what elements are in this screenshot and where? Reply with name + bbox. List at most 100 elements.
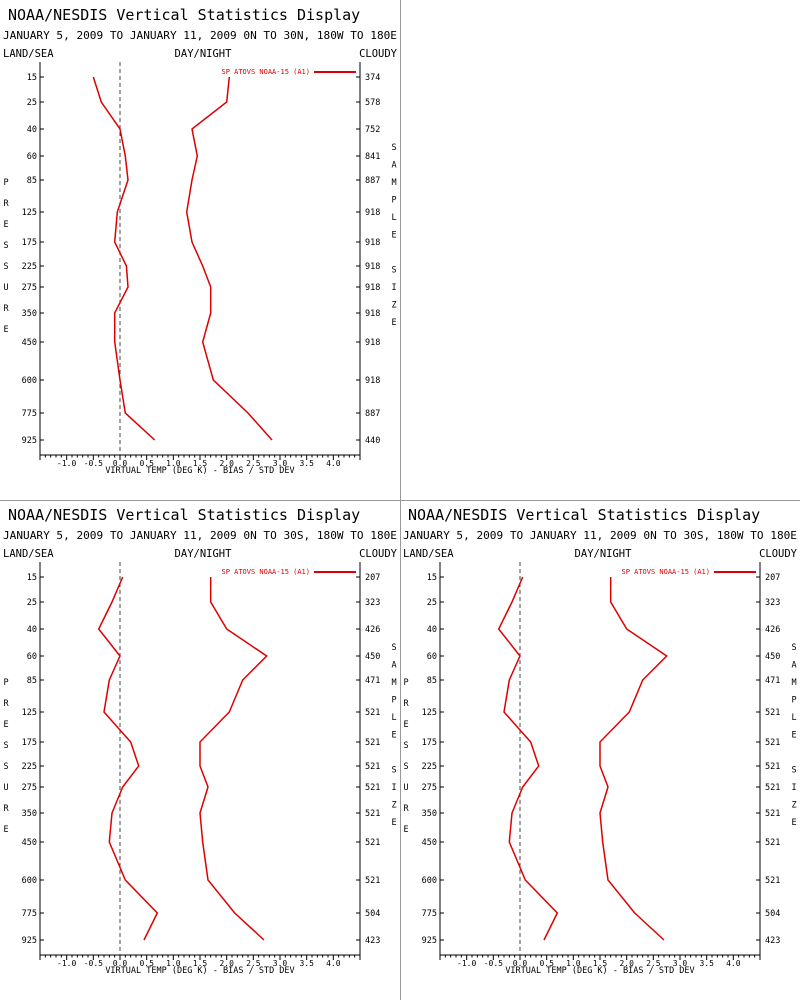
x-tick-label: 4.0 <box>326 959 341 968</box>
land-sea-label: LAND/SEA <box>403 548 454 560</box>
panel-subtitle: JANUARY 5, 2009 TO JANUARY 11, 2009 0N T… <box>403 530 797 542</box>
pressure-level-label: 350 <box>22 809 37 819</box>
x-tick-label: -0.5 <box>84 459 103 468</box>
pressure-level-label: 125 <box>422 708 437 718</box>
x-tick-label: 0.0 <box>513 959 528 968</box>
left-axis-title-letter: E <box>3 325 8 335</box>
sample-size-label: 323 <box>765 598 780 608</box>
chart-panel-1: NOAA/NESDIS Vertical Statistics Display J… <box>3 6 398 476</box>
pressure-level-label: 60 <box>427 652 437 662</box>
series-line-std-dev <box>199 577 268 941</box>
right-axis-title-letter: M <box>391 178 396 188</box>
pressure-level-label: 775 <box>22 409 37 419</box>
right-axis-title-letter: S <box>391 643 396 653</box>
sample-size-label: 521 <box>765 876 780 886</box>
pressure-level-label: 450 <box>22 338 37 348</box>
pressure-level-label: 40 <box>27 125 37 135</box>
x-tick-label: 0.0 <box>113 959 128 968</box>
left-axis-title-letter: U <box>3 283 8 293</box>
sample-size-label: 521 <box>765 809 780 819</box>
legend-label: SP ATOVS NOAA-15 (A1) <box>221 568 310 576</box>
left-axis-title-letter: E <box>403 825 408 835</box>
left-axis-title-letter: R <box>3 199 9 209</box>
sample-size-label: 504 <box>365 909 380 919</box>
pressure-level-label: 350 <box>422 809 437 819</box>
left-axis-title-letter: E <box>3 220 8 230</box>
right-axis-title-letter: E <box>391 231 396 241</box>
right-axis-title-letter: E <box>391 318 396 328</box>
sample-size-label: 918 <box>365 262 380 272</box>
pressure-level-label: 175 <box>422 738 437 748</box>
left-axis-title-letter: R <box>403 699 409 709</box>
left-axis-title-letter: R <box>3 304 9 314</box>
pressure-level-label: 225 <box>22 262 37 272</box>
x-tick-label: 2.0 <box>219 959 234 968</box>
x-tick-label: -0.5 <box>484 959 503 968</box>
pressure-level-label: 450 <box>22 838 37 848</box>
series-line-bias <box>497 576 559 941</box>
x-tick-label: 2.0 <box>219 459 234 468</box>
right-axis-title-letter: M <box>391 678 396 688</box>
legend-label: SP ATOVS NOAA-15 (A1) <box>221 68 310 76</box>
x-axis-label: VIRTUAL TEMP (DEG K) - BIAS / STD DEV <box>105 966 294 976</box>
pressure-level-label: 15 <box>427 573 437 583</box>
pressure-level-label: 15 <box>27 573 37 583</box>
right-axis-title-letter: P <box>791 696 796 706</box>
left-axis-title-letter: S <box>403 741 408 751</box>
panel-subtitle: JANUARY 5, 2009 TO JANUARY 11, 2009 0N T… <box>3 530 397 542</box>
right-axis-title-letter: S <box>391 766 396 776</box>
pressure-level-label: 25 <box>427 598 437 608</box>
sample-size-label: 578 <box>365 98 380 108</box>
right-axis-title-letter: L <box>791 713 796 723</box>
x-tick-label: 1.5 <box>193 959 208 968</box>
x-tick-label: 3.5 <box>699 959 714 968</box>
sample-size-label: 521 <box>765 783 780 793</box>
sample-size-label: 423 <box>765 936 780 946</box>
series-line-std-dev <box>599 577 668 941</box>
day-night-label: DAY/NIGHT <box>175 48 233 60</box>
right-axis-title-letter: L <box>391 713 396 723</box>
sample-size-label: 207 <box>765 573 780 583</box>
pressure-level-label: 350 <box>22 309 37 319</box>
right-axis-title-letter: Z <box>391 301 396 311</box>
pressure-level-label: 275 <box>22 283 37 293</box>
left-axis-title-letter: P <box>3 178 8 188</box>
sample-size-label: 426 <box>765 625 780 635</box>
day-night-label: DAY/NIGHT <box>175 548 233 560</box>
x-tick-label: 1.5 <box>593 959 608 968</box>
x-tick-label: 3.0 <box>673 959 688 968</box>
left-axis-title-letter: R <box>3 699 9 709</box>
x-tick-label: 2.5 <box>246 959 261 968</box>
x-tick-label: 0.5 <box>139 459 154 468</box>
sample-size-label: 887 <box>365 409 380 419</box>
sample-size-label: 752 <box>365 125 380 135</box>
sample-size-label: 521 <box>765 708 780 718</box>
pressure-level-label: 925 <box>22 936 37 946</box>
right-axis-title-letter: E <box>791 818 796 828</box>
x-tick-label: 3.0 <box>273 459 288 468</box>
right-axis-title-letter: E <box>391 731 396 741</box>
cloudy-label: CLOUDY <box>359 548 398 560</box>
pressure-level-label: 175 <box>22 738 37 748</box>
cloudy-label: CLOUDY <box>759 548 798 560</box>
x-tick-label: 1.5 <box>193 459 208 468</box>
right-axis-title-letter: A <box>391 661 396 671</box>
right-axis-title-letter: S <box>391 143 396 153</box>
pressure-level-label: 225 <box>22 762 37 772</box>
sample-size-label: 426 <box>365 625 380 635</box>
x-axis-label: VIRTUAL TEMP (DEG K) - BIAS / STD DEV <box>505 966 694 976</box>
x-axis-label: VIRTUAL TEMP (DEG K) - BIAS / STD DEV <box>105 466 294 476</box>
day-night-label: DAY/NIGHT <box>575 548 633 560</box>
pressure-level-label: 85 <box>27 176 37 186</box>
right-axis-title-letter: P <box>391 696 396 706</box>
sample-size-label: 374 <box>365 73 380 83</box>
pressure-level-label: 275 <box>22 783 37 793</box>
x-tick-label: 1.0 <box>566 959 581 968</box>
left-axis-title-letter: S <box>3 741 8 751</box>
x-tick-label: 2.5 <box>646 959 661 968</box>
right-axis-title-letter: E <box>391 818 396 828</box>
left-axis-title-letter: S <box>403 762 408 772</box>
chart-panel-3: NOAA/NESDIS Vertical Statistics Display J… <box>403 506 798 976</box>
sample-size-label: 504 <box>765 909 780 919</box>
